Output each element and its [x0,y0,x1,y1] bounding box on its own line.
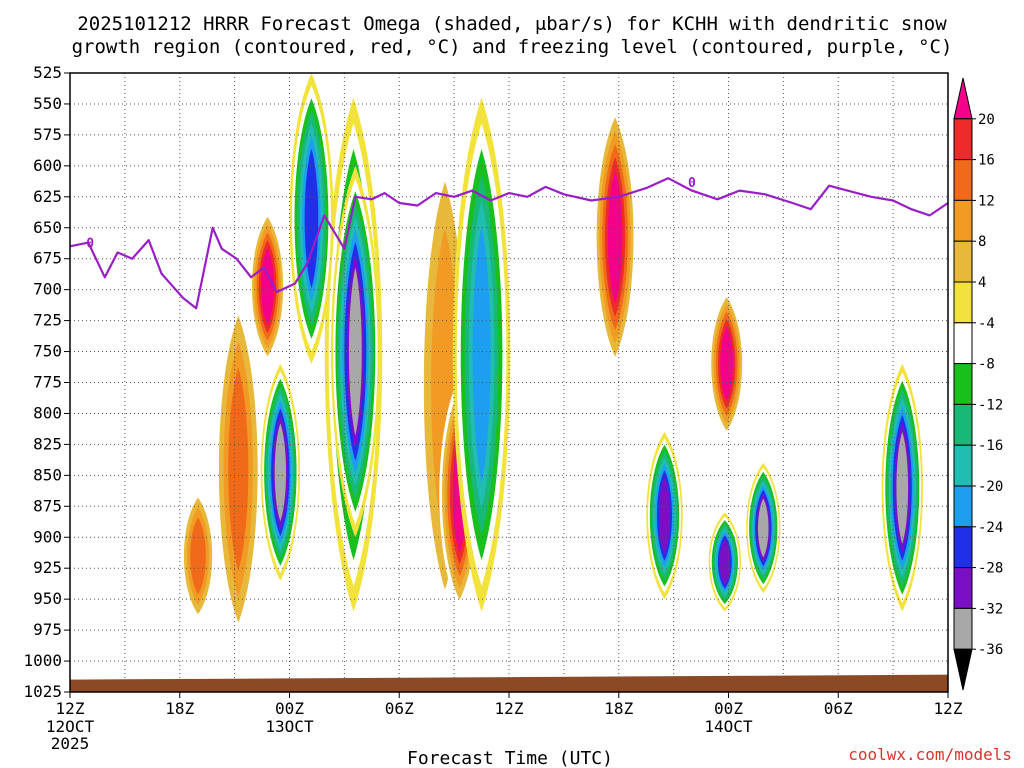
x-tick-label: 06Z [385,699,414,718]
omega-region-10-level-7 [658,476,671,555]
omega-region-9-level-6 [304,148,319,289]
x-tick-label: 12Z [56,699,85,718]
colorbar-label: -36 [978,642,1003,658]
y-tick-label: 600 [33,156,62,175]
credit-link[interactable]: coolwx.com/models [848,745,1012,764]
colorbar-label: 20 [978,112,995,128]
chart-title-line2: growth region (contoured, red, °C) and f… [72,36,953,58]
x-tick-date: 13OCT [265,717,314,736]
y-tick-label: 1025 [23,682,62,701]
ground-fill [70,674,948,692]
y-tick-label: 550 [33,94,62,113]
omega-region-15-level-8 [896,431,909,544]
y-tick-label: 675 [33,249,62,268]
y-tick-label: 875 [33,496,62,515]
x-axis-label: Forecast Time (UTC) [407,748,613,768]
colorbar-label: -24 [978,520,1003,536]
y-tick-label: 725 [33,311,62,330]
colorbar-label: -12 [978,397,1003,413]
omega-region-14-level-8 [757,498,769,558]
y-tick-label: 925 [33,558,62,577]
ground-surface [70,674,948,692]
colorbar-bin [953,240,973,283]
omega-region-13-level-8 [274,423,287,522]
colorbar-bin [953,403,973,446]
omega-region-2-level-3 [190,517,206,595]
colorbar-bin [953,77,973,120]
colorbar: 20 16 12 8 4 -4 -8 -12 -16 -20 -24 -28 -32 -36 [953,77,1003,691]
colorbar-label: -4 [978,316,995,332]
colorbar-bin [953,363,973,405]
contour-label: 0 [86,237,94,252]
y-tick-label: 900 [33,527,62,546]
y-tick-label: 1000 [23,651,62,670]
colorbar-label: -28 [978,561,1003,577]
colorbar-bin [953,567,973,609]
omega-region-8-level-5 [472,226,491,484]
x-tick-date: 12OCT [46,717,95,736]
x-tick-label: 18Z [604,699,633,718]
colorbar-bin [953,118,973,161]
freezing-level-contour: 00 [69,176,949,310]
contour-label: 0 [688,176,696,191]
y-tick-label: 950 [33,589,62,608]
chart-title-line1: 2025101212 HRRR Forecast Omega (shaded, … [77,13,947,35]
omega-region-6-level-5 [720,326,734,402]
y-axis-ticks: 525 550 575 600 625 650 675 700 725 750 775 800 825 8… [23,63,70,701]
y-tick-label: 575 [33,125,62,144]
colorbar-label: 4 [978,275,986,291]
y-tick-label: 775 [33,373,62,392]
x-tick-label: 12Z [934,699,963,718]
y-tick-label: 800 [33,403,62,422]
colorbar-label: -8 [978,357,995,373]
omega-region-5-level-5 [607,170,623,304]
y-tick-label: 650 [33,218,62,237]
colorbar-bin [953,485,973,528]
omega-region-11-level-7 [719,538,731,586]
x-tick-label: 12Z [495,699,524,718]
x-tick-label: 00Z [714,699,743,718]
colorbar-bin [953,199,973,242]
colorbar-label: -32 [978,601,1003,617]
colorbar-label: -20 [978,479,1003,495]
x-tick-label: 18Z [165,699,194,718]
y-tick-label: 525 [33,63,62,82]
colorbar-bin [953,159,973,201]
y-tick-label: 625 [33,187,62,206]
colorbar-label: 12 [978,193,995,209]
colorbar-label: 16 [978,153,995,169]
colorbar-label: -16 [978,438,1003,454]
colorbar-bin [953,648,973,691]
omega-field [180,73,923,649]
colorbar-bin [953,281,973,324]
y-tick-label: 975 [33,620,62,639]
y-tick-label: 750 [33,342,62,361]
omega-region-1-level-3 [228,367,249,571]
x-tick-date: 14OCT [704,717,753,736]
y-tick-label: 850 [33,465,62,484]
omega-region-12-level-8 [348,267,362,436]
y-tick-label: 825 [33,434,62,453]
colorbar-bin [953,526,973,569]
colorbar-bin [953,607,973,650]
x-tick-year: 2025 [51,734,90,753]
colorbar-bin [953,444,973,487]
y-tick-label: 700 [33,280,62,299]
colorbar-bin [953,322,973,365]
series-line-0 [69,177,949,310]
colorbar-label: 8 [978,234,986,250]
x-tick-label: 06Z [824,699,853,718]
x-tick-label: 00Z [275,699,304,718]
